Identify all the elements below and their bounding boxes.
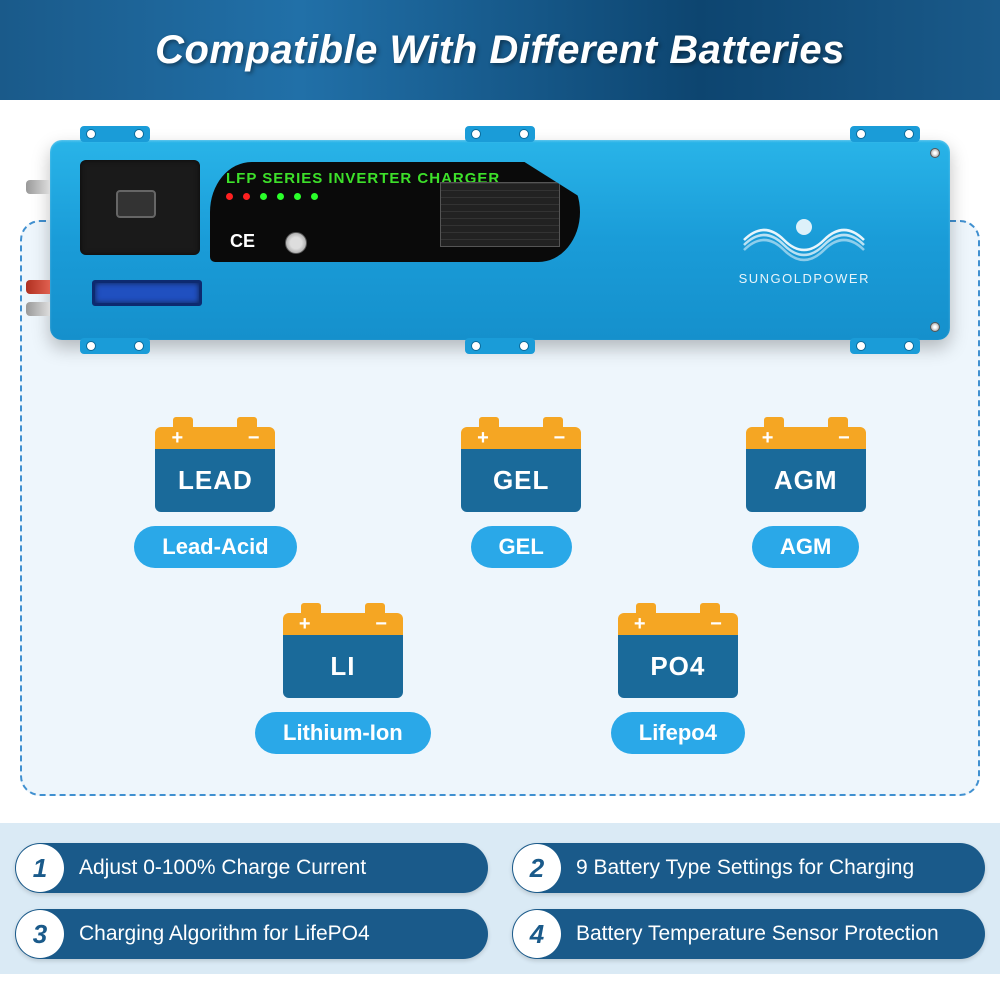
battery-agm: +− AGM AGM bbox=[746, 427, 866, 568]
feature-pill-2: 2 9 Battery Type Settings for Charging bbox=[512, 843, 985, 893]
battery-row-1: +− LEAD Lead-Acid +− GEL GEL +− AGM AGM bbox=[52, 427, 948, 568]
battery-icon: +− LI bbox=[283, 613, 403, 698]
battery-icon: +− GEL bbox=[461, 427, 581, 512]
dial-knob bbox=[285, 232, 307, 254]
label-panel: LFP SERIES INVERTER CHARGER CE bbox=[210, 162, 580, 262]
brand-name: SUNGOLDPOWER bbox=[739, 271, 870, 286]
inverter-device: LFP SERIES INVERTER CHARGER CE bbox=[50, 140, 950, 360]
feature-text: Charging Algorithm for LifePO4 bbox=[65, 922, 370, 946]
ce-mark: CE bbox=[230, 231, 255, 252]
feature-pill-1: 1 Adjust 0-100% Charge Current bbox=[15, 843, 488, 893]
battery-label: Lifepo4 bbox=[611, 712, 745, 754]
battery-lead-acid: +− LEAD Lead-Acid bbox=[134, 427, 296, 568]
feature-number: 4 bbox=[513, 910, 561, 958]
lcd-screen bbox=[92, 280, 202, 306]
header-title: Compatible With Different Batteries bbox=[155, 28, 845, 73]
battery-gel: +− GEL GEL bbox=[461, 427, 581, 568]
battery-icon: +− LEAD bbox=[155, 427, 275, 512]
feature-pill-4: 4 Battery Temperature Sensor Protection bbox=[512, 909, 985, 959]
feature-text: 9 Battery Type Settings for Charging bbox=[562, 856, 914, 880]
battery-icon: +− AGM bbox=[746, 427, 866, 512]
battery-label: Lead-Acid bbox=[134, 526, 296, 568]
wave-icon bbox=[739, 215, 869, 265]
feature-text: Adjust 0-100% Charge Current bbox=[65, 856, 366, 880]
features-grid: 1 Adjust 0-100% Charge Current 2 9 Batte… bbox=[0, 823, 1000, 974]
feature-number: 1 bbox=[16, 844, 64, 892]
spec-table bbox=[440, 182, 560, 247]
main-content: LFP SERIES INVERTER CHARGER CE bbox=[0, 100, 1000, 811]
feature-pill-3: 3 Charging Algorithm for LifePO4 bbox=[15, 909, 488, 959]
battery-row-2: +− LI Lithium-Ion +− PO4 Lifepo4 bbox=[52, 613, 948, 754]
brand-logo: SUNGOLDPOWER bbox=[739, 215, 870, 286]
feature-number: 2 bbox=[513, 844, 561, 892]
battery-label: GEL bbox=[471, 526, 572, 568]
feature-text: Battery Temperature Sensor Protection bbox=[562, 922, 939, 946]
control-panel bbox=[80, 160, 200, 255]
battery-icon: +− PO4 bbox=[618, 613, 738, 698]
battery-label: AGM bbox=[752, 526, 859, 568]
feature-number: 3 bbox=[16, 910, 64, 958]
battery-lithium-ion: +− LI Lithium-Ion bbox=[255, 613, 431, 754]
battery-lifepo4: +− PO4 Lifepo4 bbox=[611, 613, 745, 754]
battery-label: Lithium-Ion bbox=[255, 712, 431, 754]
device-body: LFP SERIES INVERTER CHARGER CE bbox=[50, 140, 950, 340]
header-banner: Compatible With Different Batteries bbox=[0, 0, 1000, 100]
